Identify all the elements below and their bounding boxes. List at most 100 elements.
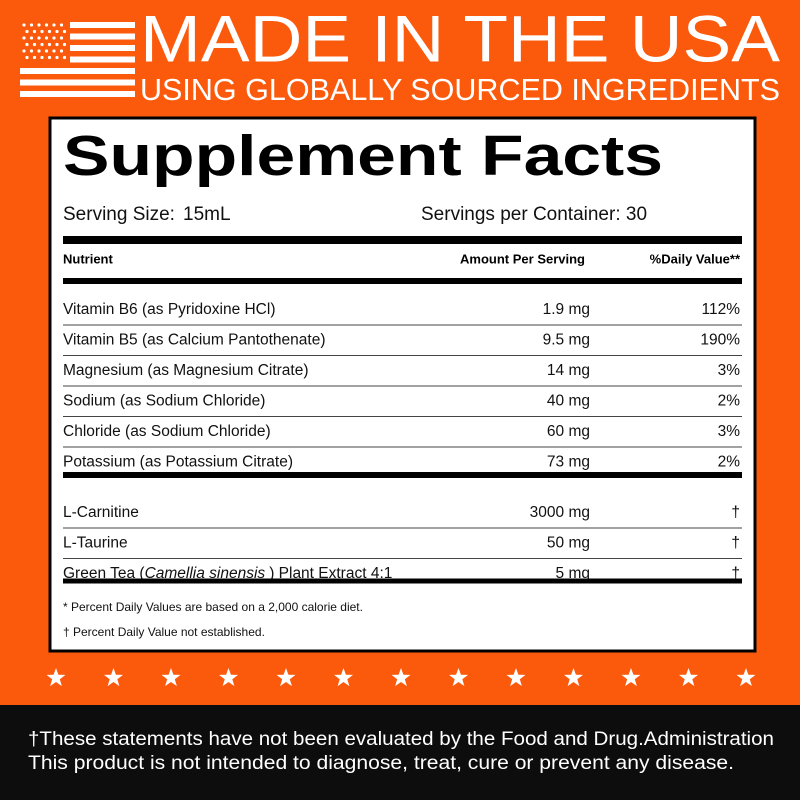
flag-star	[37, 36, 41, 40]
header-title: MADE IN THE USA	[140, 1, 780, 75]
star	[449, 668, 468, 687]
flag-star	[29, 36, 34, 40]
disclaimer-line: This product is not intended to diagnose…	[28, 753, 734, 774]
flag-star	[32, 29, 37, 34]
thick-rule	[63, 278, 742, 284]
amount: 60 mg	[547, 423, 590, 440]
flag-star	[37, 23, 41, 27]
star	[621, 668, 641, 687]
daily-value: 3%	[718, 423, 741, 440]
flag-star	[44, 23, 49, 27]
flag-star	[59, 23, 64, 27]
amount: 3000 mg	[530, 504, 590, 521]
daily-value: †	[731, 504, 740, 521]
amount: 50 mg	[547, 535, 590, 552]
flag-stripe	[20, 68, 135, 74]
flag-star	[62, 29, 67, 34]
daily-value: 2%	[718, 393, 741, 410]
flag-stripe	[70, 22, 135, 28]
footnote: † Percent Daily Value not established.	[63, 625, 265, 639]
star	[161, 668, 181, 687]
star	[564, 668, 583, 687]
flag-star	[59, 36, 64, 40]
flag-star	[22, 36, 26, 40]
flag-star	[40, 29, 44, 34]
flag-star	[44, 49, 49, 53]
nutrient-name: Sodium (as Sodium Chloride)	[63, 393, 265, 410]
flag-star	[29, 23, 34, 27]
servings-per-container: Servings per Container: 30	[421, 204, 647, 225]
flag-star	[47, 42, 52, 47]
flag-star	[32, 55, 37, 60]
nutrient-name: Green Tea (Camellia sinensis) Plant Extr…	[63, 565, 392, 582]
daily-value: 112%	[702, 301, 741, 318]
footnote: * Percent Daily Values are based on a 2,…	[63, 600, 363, 614]
star	[276, 668, 296, 687]
amount: 73 mg	[547, 454, 590, 471]
nutrient-name: Potassium (as Potassium Citrate)	[63, 454, 293, 471]
nutrient-name: Chloride (as Sodium Chloride)	[63, 423, 271, 440]
flag-star	[29, 49, 34, 53]
flag-star	[55, 29, 59, 34]
flag-star	[44, 36, 49, 40]
nutrient-name: L-Taurine	[63, 535, 128, 552]
thick-rule	[63, 472, 742, 478]
flag-star	[25, 42, 29, 47]
flag-star	[37, 49, 41, 53]
flag-star	[47, 29, 52, 34]
flag-star	[62, 42, 67, 47]
star	[219, 668, 238, 687]
flag-star	[22, 49, 26, 53]
nutrient-name: Magnesium (as Magnesium Citrate)	[63, 362, 309, 379]
flag-stripe	[20, 91, 135, 97]
star	[46, 668, 66, 687]
flag-star	[59, 49, 64, 53]
flag-star	[55, 42, 59, 47]
serving-size: 15mL	[183, 204, 231, 225]
nutrient-name: Vitamin B5 (as Calcium Pantothenate)	[63, 332, 326, 349]
black-band	[0, 705, 800, 800]
amount: 40 mg	[547, 393, 590, 410]
amount: 5 mg	[556, 565, 590, 582]
star	[679, 668, 698, 687]
flag-star	[25, 55, 29, 60]
star	[391, 668, 411, 687]
flag-star	[22, 23, 26, 27]
star	[736, 668, 756, 687]
daily-value: 3%	[718, 362, 741, 379]
daily-value: †	[731, 535, 740, 552]
flag-star	[47, 55, 52, 60]
thick-rule	[63, 236, 742, 244]
flag-star	[52, 36, 56, 40]
column-header: Nutrient	[63, 251, 114, 266]
amount: 9.5 mg	[543, 332, 590, 349]
disclaimer-line: †These statements have not been evaluate…	[28, 729, 774, 750]
nutrient-name: Vitamin B6 (as Pyridoxine HCl)	[63, 301, 275, 318]
daily-value: 2%	[718, 454, 741, 471]
flag-star	[55, 55, 59, 60]
amount: 14 mg	[547, 362, 590, 379]
star	[506, 668, 526, 687]
serving-size-label: Serving Size:	[63, 204, 175, 225]
nutrient-name-part: Green Tea (	[63, 565, 145, 582]
column-header: Amount Per Serving	[460, 251, 585, 266]
flag-star	[40, 55, 44, 60]
thick-rule	[63, 578, 742, 584]
flag-stripe	[70, 45, 135, 51]
column-header: %Daily Value**	[650, 251, 741, 266]
nutrient-name: L-Carnitine	[63, 504, 139, 521]
flag-star	[25, 29, 29, 34]
daily-value: †	[731, 565, 740, 582]
header-subtitle: USING GLOBALLY SOURCED INGREDIENTS	[140, 72, 780, 107]
flag-star	[62, 55, 67, 60]
nutrient-name-part: ) Plant Extract 4:1	[269, 565, 392, 582]
flag-stripe	[70, 33, 135, 40]
flag-stripe	[70, 56, 135, 63]
facts-panel	[48, 116, 757, 653]
star	[104, 668, 123, 687]
flag-star	[32, 42, 37, 47]
star	[334, 668, 353, 687]
flag-star	[52, 49, 56, 53]
